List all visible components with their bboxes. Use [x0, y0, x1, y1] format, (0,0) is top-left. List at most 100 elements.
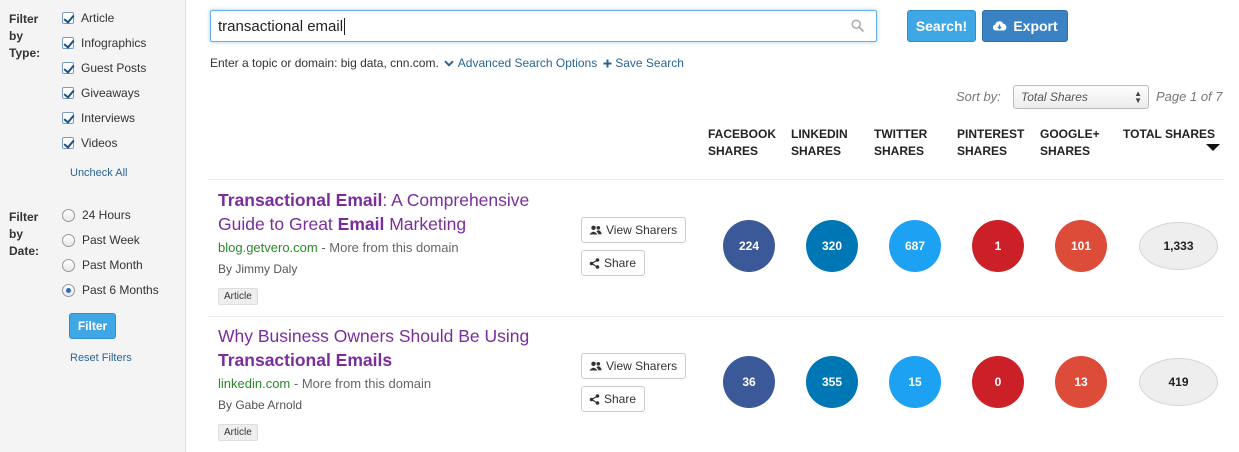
search-icon[interactable]	[851, 19, 864, 32]
sort-select-value: Total Shares	[1021, 90, 1088, 104]
page-info: Page 1 of 7	[1156, 89, 1223, 104]
view-sharers-label: View Sharers	[606, 359, 678, 373]
chevron-down-icon	[444, 59, 454, 67]
linkedin-shares-count[interactable]: 355	[806, 356, 858, 408]
view-sharers-label: View Sharers	[606, 223, 678, 237]
radio-button[interactable]	[62, 208, 75, 222]
search-button[interactable]: Search!	[907, 10, 976, 42]
total-shares-count: 1,333	[1139, 222, 1218, 270]
more-from-domain-link[interactable]: - More from this domain	[290, 376, 432, 391]
result-title-link[interactable]: Why Business Owners Should Be Using Tran…	[218, 326, 530, 370]
type-checkbox-giveaways[interactable]: Giveaways	[62, 83, 140, 103]
type-checkbox-label: Giveaways	[81, 86, 140, 100]
col-googleplus-shares[interactable]: GOOGLE+ SHARES	[1040, 127, 1100, 158]
radio-button-selected[interactable]	[62, 283, 75, 297]
more-from-domain-link[interactable]: - More from this domain	[317, 240, 459, 255]
save-search-link[interactable]: Save Search	[603, 56, 684, 70]
facebook-shares-count[interactable]: 224	[723, 220, 775, 272]
type-checkbox-label: Videos	[81, 136, 118, 150]
date-radio-label: Past Month	[82, 258, 143, 272]
col-pinterest-shares[interactable]: PINTEREST SHARES	[957, 127, 1025, 158]
googleplus-shares-count[interactable]: 101	[1055, 220, 1107, 272]
result-domain-link[interactable]: blog.getvero.com	[218, 240, 318, 255]
checkbox-checked[interactable]	[62, 12, 74, 24]
divider	[208, 316, 1224, 317]
type-checkbox-label: Guest Posts	[81, 61, 147, 75]
date-radio-label: Past 6 Months	[82, 283, 159, 297]
checkbox-checked[interactable]	[62, 37, 74, 49]
share-label: Share	[604, 256, 637, 270]
result-title-link[interactable]: Transactional Email: A Comprehensive Gui…	[218, 190, 530, 234]
sort-select[interactable]: Total Shares ▲ ▼	[1013, 85, 1149, 109]
export-button-label: Export	[1013, 18, 1058, 34]
cloud-download-icon	[993, 21, 1007, 31]
date-radio-past-month[interactable]: Past Month	[62, 255, 143, 275]
search-hint-text: Enter a topic or domain: big data, cnn.c…	[210, 56, 439, 70]
date-radio-past-6-months[interactable]: Past 6 Months	[62, 280, 159, 300]
content-type-badge: Article	[218, 424, 258, 441]
col-linkedin-shares[interactable]: LINKEDIN SHARES	[791, 127, 848, 158]
filter-button[interactable]: Filter	[69, 313, 116, 339]
share-icon	[589, 393, 600, 405]
result-domain-link[interactable]: linkedin.com	[218, 376, 291, 391]
result-author: By Jimmy Daly	[218, 262, 298, 276]
pinterest-shares-count[interactable]: 0	[972, 356, 1024, 408]
filter-sidebar: Filter by Type: Article Infographics Gue…	[0, 0, 186, 452]
share-button[interactable]: Share	[581, 386, 646, 412]
date-radio-label: Past Week	[82, 233, 140, 247]
text-caret	[344, 17, 346, 35]
search-input-value: transactional email	[218, 17, 344, 35]
search-hint: Enter a topic or domain: big data, cnn.c…	[210, 56, 684, 70]
type-checkbox-label: Interviews	[81, 111, 136, 125]
twitter-shares-count[interactable]: 687	[889, 220, 941, 272]
radio-button[interactable]	[62, 258, 75, 272]
sort-by-label: Sort by:	[956, 89, 1001, 104]
linkedin-shares-count[interactable]: 320	[806, 220, 858, 272]
checkbox-checked[interactable]	[62, 137, 74, 149]
uncheck-all-link[interactable]: Uncheck All	[70, 167, 128, 179]
filter-by-type-label: Filter by Type:	[9, 12, 41, 60]
facebook-shares-count[interactable]: 36	[723, 356, 775, 408]
view-sharers-button[interactable]: View Sharers	[581, 353, 687, 379]
checkbox-checked[interactable]	[62, 87, 74, 99]
date-radio-past-week[interactable]: Past Week	[62, 230, 140, 250]
date-radio-label: 24 Hours	[82, 208, 131, 222]
type-checkbox-guest-posts[interactable]: Guest Posts	[62, 58, 146, 78]
save-search-label: Save Search	[615, 56, 684, 70]
result-domain: linkedin.com - More from this domain	[218, 376, 431, 391]
type-checkbox-infographics[interactable]: Infographics	[62, 33, 146, 53]
share-button[interactable]: Share	[581, 250, 646, 276]
col-total-shares[interactable]: TOTAL SHARES	[1123, 127, 1216, 141]
radio-button[interactable]	[62, 233, 75, 247]
type-checkbox-videos[interactable]: Videos	[62, 133, 117, 153]
advanced-search-link[interactable]: Advanced Search Options	[444, 56, 597, 70]
users-icon	[589, 361, 602, 371]
search-input[interactable]: transactional email	[210, 10, 877, 42]
share-label: Share	[604, 392, 637, 406]
result-domain: blog.getvero.com - More from this domain	[218, 240, 459, 255]
view-sharers-button[interactable]: View Sharers	[581, 217, 687, 243]
type-checkbox-label: Article	[81, 11, 115, 25]
googleplus-shares-count[interactable]: 13	[1055, 356, 1107, 408]
export-button[interactable]: Export	[982, 10, 1068, 42]
result-author: By Gabe Arnold	[218, 398, 303, 412]
plus-icon	[603, 59, 612, 67]
pinterest-shares-count[interactable]: 1	[972, 220, 1024, 272]
col-facebook-shares[interactable]: FACEBOOK SHARES	[708, 127, 777, 158]
twitter-shares-count[interactable]: 15	[889, 356, 941, 408]
advanced-search-label: Advanced Search Options	[457, 56, 598, 70]
checkbox-checked[interactable]	[62, 112, 74, 124]
reset-filters-link[interactable]: Reset Filters	[70, 352, 132, 364]
date-radio-24-hours[interactable]: 24 Hours	[62, 205, 131, 225]
sort-descending-icon[interactable]	[1206, 144, 1220, 151]
users-icon	[589, 225, 602, 235]
content-type-badge: Article	[218, 288, 258, 305]
type-checkbox-label: Infographics	[81, 36, 147, 50]
checkbox-checked[interactable]	[62, 62, 74, 74]
share-icon	[589, 257, 600, 269]
divider	[208, 179, 1224, 180]
total-shares-count: 419	[1139, 358, 1218, 406]
col-twitter-shares[interactable]: TWITTER SHARES	[874, 127, 928, 158]
type-checkbox-article[interactable]: Article	[62, 8, 114, 28]
type-checkbox-interviews[interactable]: Interviews	[62, 108, 135, 128]
